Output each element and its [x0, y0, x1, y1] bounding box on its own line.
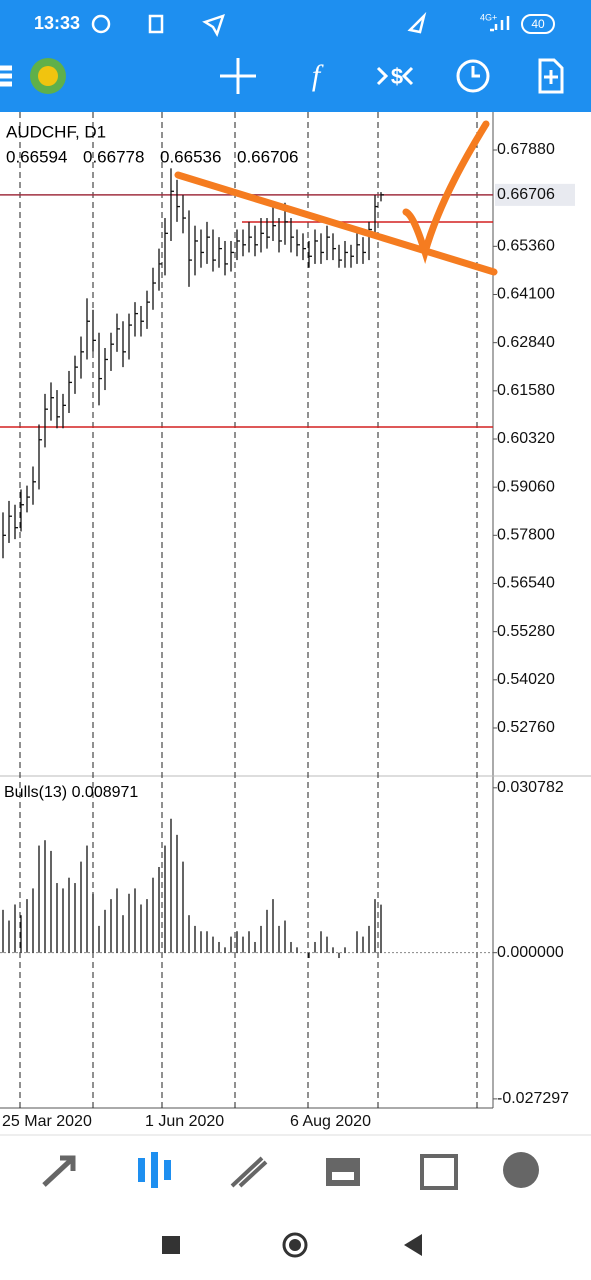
crosshair-button[interactable]: [220, 58, 256, 94]
indicator-label: Bulls(13) 0.008971: [4, 784, 138, 801]
history-button[interactable]: [456, 59, 490, 93]
battery-level: 40: [531, 17, 545, 31]
hand-drawing: [174, 120, 498, 276]
y-tick-label: 0.62840: [497, 334, 555, 351]
ohlc-value: 0.66536: [160, 147, 221, 166]
date-label: 25 Mar 2020: [2, 1113, 92, 1130]
y-tick-label: 0.60320: [497, 430, 555, 447]
ind-tick-label: 0.030782: [497, 779, 564, 796]
menu-button[interactable]: [0, 65, 12, 87]
back-button[interactable]: [404, 1234, 422, 1256]
quotes-symbol: $: [391, 64, 403, 89]
current-price-box: [495, 183, 575, 206]
home-dot: [289, 1239, 301, 1251]
y-tick-label: 0.67880: [497, 141, 555, 158]
recents-button[interactable]: [162, 1236, 180, 1254]
date-label: 1 Jun 2020: [145, 1113, 224, 1130]
ind-tick-label: -0.027297: [497, 1090, 569, 1107]
ohlc-value: 0.66706: [237, 147, 298, 166]
history-hands: [471, 66, 480, 78]
y-tick-label: 0.61580: [497, 382, 555, 399]
current-price-label: 0.66706: [497, 186, 555, 203]
y-tick-label: 0.59060: [497, 478, 555, 495]
clock: 13:33: [34, 13, 80, 33]
y-tick-label: 0.64100: [497, 286, 555, 303]
chart: 0.67880 0.65360 0.64100 0.62840 0.61580 0.603…: [0, 112, 591, 1130]
status-icons: [91, 11, 510, 38]
network: 4G+: [480, 12, 497, 22]
app-logo[interactable]: [30, 58, 66, 94]
battery: [521, 14, 555, 34]
chart-tab[interactable]: [138, 1152, 171, 1188]
home-button[interactable]: [282, 1232, 308, 1258]
quotes-button[interactable]: [376, 66, 414, 86]
bottom-nav: [42, 1152, 539, 1190]
history-tab[interactable]: [230, 1156, 268, 1188]
messages-slot: [332, 1172, 354, 1180]
y-tick-label: 0.52760: [497, 719, 555, 736]
y-tick-label: 0.56540: [497, 575, 555, 592]
news-tab[interactable]: [420, 1154, 458, 1190]
y-tick-label: 0.55280: [497, 623, 555, 640]
app-bar: [0, 0, 591, 112]
y-tick-label: 0.57800: [497, 527, 555, 544]
trade-tab[interactable]: [42, 1155, 76, 1187]
ohlc-value: 0.66778: [83, 147, 144, 166]
y-tick-label: 0.54020: [497, 671, 555, 688]
ind-tick-label: 0.000000: [497, 944, 564, 961]
new-order-button[interactable]: [538, 58, 564, 94]
y-tick-label: 0.65360: [497, 238, 555, 255]
date-label: 6 Aug 2020: [290, 1113, 371, 1130]
ohlc-value: 0.66594: [6, 147, 67, 166]
symbol: AUDCHF, D1: [6, 122, 106, 141]
chat-tab[interactable]: [503, 1152, 539, 1188]
